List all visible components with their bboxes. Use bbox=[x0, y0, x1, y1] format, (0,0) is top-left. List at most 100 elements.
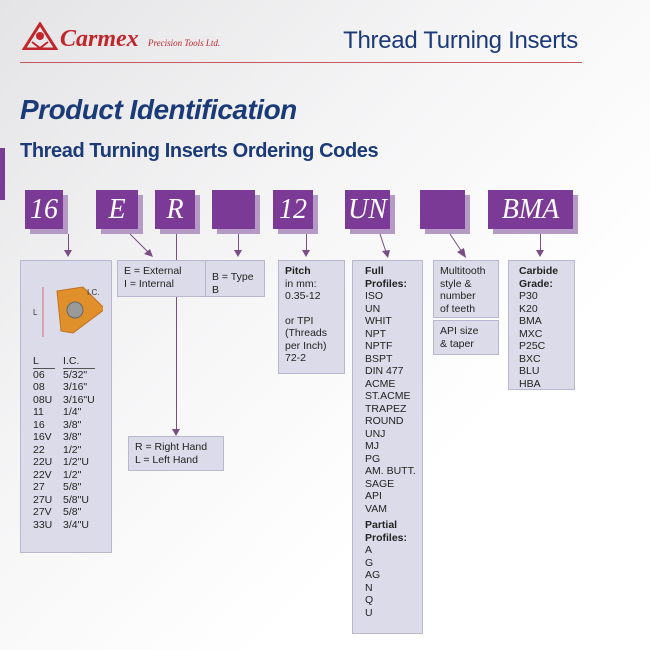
size-l-cell: 22U bbox=[33, 456, 53, 468]
type-internal: I = Internal bbox=[124, 277, 174, 290]
partial-profiles-list: A G AG N Q U bbox=[365, 544, 416, 619]
code-box-pitch: 12 bbox=[273, 190, 313, 229]
header-title: Thread Turning Inserts bbox=[343, 27, 578, 54]
type-panel: E = External I = Internal bbox=[117, 260, 206, 297]
full-profile-item: API bbox=[365, 490, 382, 502]
full-profile-item: ACME bbox=[365, 377, 396, 390]
size-l-cell: 27V bbox=[33, 506, 52, 518]
full-profile-item: ROUND bbox=[365, 415, 404, 427]
size-ic-cell: 1/2" bbox=[63, 468, 82, 481]
type-external: E = External bbox=[124, 265, 182, 277]
grade-item: BXC bbox=[519, 352, 541, 365]
pitch-text: 72-2 bbox=[285, 352, 307, 364]
partial-profiles-heading: Partial Profiles: bbox=[365, 519, 408, 544]
full-profile-item: DIN 477 bbox=[365, 365, 404, 377]
code-box-size: 16 bbox=[25, 190, 63, 229]
full-profiles-heading: Full Profiles: bbox=[365, 265, 408, 290]
connector-line bbox=[306, 234, 307, 252]
pitch-text: per Inch) bbox=[285, 339, 327, 352]
insert-diagram-icon: L I.C. bbox=[33, 286, 103, 337]
pitch-text: in mm: bbox=[285, 277, 317, 290]
partial-profile-item: Q bbox=[365, 594, 374, 606]
code-box-grade: BMA bbox=[488, 190, 573, 229]
full-profile-item: PG bbox=[365, 452, 381, 465]
arrow-icon bbox=[129, 233, 153, 257]
size-l-cell: 33U bbox=[33, 518, 53, 531]
size-l-cell: 22 bbox=[33, 443, 45, 456]
full-profile-item: UN bbox=[365, 302, 381, 315]
size-ic-cell: 3/16"U bbox=[63, 393, 95, 406]
page-subtitle: Thread Turning Inserts Ordering Codes bbox=[20, 140, 379, 162]
size-l-cell: 16V bbox=[33, 431, 52, 443]
size-l-cell: 27 bbox=[33, 481, 45, 493]
carmex-logo-icon bbox=[22, 22, 58, 50]
api-panel: API size & taper bbox=[433, 320, 499, 355]
size-ic-cell: 5/8"U bbox=[63, 493, 89, 506]
hand-panel: R = Right Hand L = Left Hand bbox=[128, 436, 224, 471]
connector-line bbox=[238, 234, 239, 252]
grade-item: MXC bbox=[519, 327, 543, 340]
size-ic-cell: 3/8" bbox=[63, 431, 82, 443]
size-ic-cell: 3/4"U bbox=[63, 518, 89, 531]
full-profile-item: NPTF bbox=[365, 340, 393, 352]
size-l-cell: 06 bbox=[33, 368, 45, 381]
full-profile-item: BSPT bbox=[365, 352, 393, 365]
pitch-heading: Pitch bbox=[285, 265, 311, 277]
grade-item: P30 bbox=[519, 290, 538, 302]
code-box-b bbox=[212, 190, 255, 229]
connector-line bbox=[68, 234, 69, 252]
grade-item: BLU bbox=[519, 365, 540, 377]
grade-heading: Carbide Grade: bbox=[519, 265, 559, 290]
multitooth-text: style & bbox=[440, 277, 472, 290]
pitch-text: (Threads bbox=[285, 327, 328, 339]
partial-profile-item: N bbox=[365, 581, 373, 594]
size-l-cell: 22V bbox=[33, 468, 52, 481]
arrow-icon bbox=[234, 250, 242, 257]
full-profile-item: MJ bbox=[365, 440, 379, 452]
size-l-cell: 08 bbox=[33, 381, 45, 393]
api-text: API size bbox=[440, 325, 479, 337]
partial-profile-item: G bbox=[365, 556, 374, 569]
arrow-icon bbox=[536, 250, 544, 257]
full-profiles-list: ISO UN WHIT NPT NPTF BSPT DIN 477 ACME ST.ACME TR… bbox=[365, 290, 416, 515]
full-profile-item: NPT bbox=[365, 327, 386, 340]
size-ic-cell: 1/2" bbox=[63, 443, 82, 456]
grade-item: BMA bbox=[519, 315, 542, 327]
arrow-icon bbox=[379, 233, 390, 258]
multitooth-text: number bbox=[440, 290, 476, 302]
partial-profile-item: AG bbox=[365, 569, 381, 581]
code-box-type: E bbox=[96, 190, 138, 229]
side-accent-bar bbox=[0, 148, 5, 200]
pitch-text: 0.35-12 bbox=[285, 290, 321, 302]
multitooth-text: of teeth bbox=[440, 302, 476, 315]
col-header-ic: I.C. bbox=[63, 355, 95, 369]
svg-text:L: L bbox=[33, 308, 38, 317]
logo-brand: Carmex bbox=[60, 26, 139, 52]
size-ic-cell: 5/8" bbox=[63, 481, 82, 493]
profile-panel: Full Profiles: ISO UN WHIT NPT NPTF BSPT DIN 4… bbox=[352, 260, 423, 634]
header-divider bbox=[20, 62, 582, 63]
full-profile-item: TRAPEZ bbox=[365, 402, 407, 415]
size-ic-cell: 5/32" bbox=[63, 368, 88, 381]
b-panel: B = Type B bbox=[205, 260, 265, 297]
api-text: & taper bbox=[440, 337, 474, 350]
size-ic-cell: 1/4" bbox=[63, 406, 82, 418]
full-profile-item: UNJ bbox=[365, 427, 386, 440]
arrow-icon bbox=[302, 250, 310, 257]
arrow-icon bbox=[172, 429, 180, 436]
page-title: Product Identification bbox=[20, 94, 297, 125]
arrow-icon bbox=[449, 233, 466, 258]
svg-text:I.C.: I.C. bbox=[87, 288, 99, 297]
full-profile-item: AM. BUTT. bbox=[365, 465, 416, 477]
size-l-cell: 11 bbox=[33, 406, 44, 418]
hand-left: L = Left Hand bbox=[135, 453, 198, 466]
size-rows: 06 5/32" 08 3/16" 08U 3/16"U 11 1/4" 16 3/8" 16V 3/… bbox=[33, 369, 105, 532]
logo-subtitle: Precision Tools Ltd. bbox=[148, 38, 221, 48]
grade-item: HBA bbox=[519, 377, 541, 390]
grade-item: P25C bbox=[519, 340, 546, 352]
col-header-l: L bbox=[33, 355, 55, 369]
full-profile-item: SAGE bbox=[365, 477, 395, 490]
full-profile-item: WHIT bbox=[365, 315, 392, 327]
multitooth-panel: Multitooth style & number of teeth bbox=[433, 260, 499, 318]
code-box-multitooth bbox=[420, 190, 465, 229]
